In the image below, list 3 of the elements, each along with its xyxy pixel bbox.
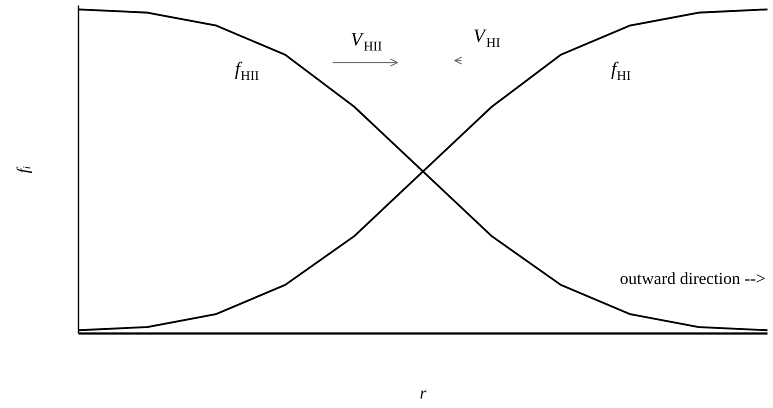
x-axis-title: r (420, 384, 427, 402)
annotation: outward direction --> (620, 268, 766, 288)
y-axis-title: fᵢ (14, 166, 32, 174)
